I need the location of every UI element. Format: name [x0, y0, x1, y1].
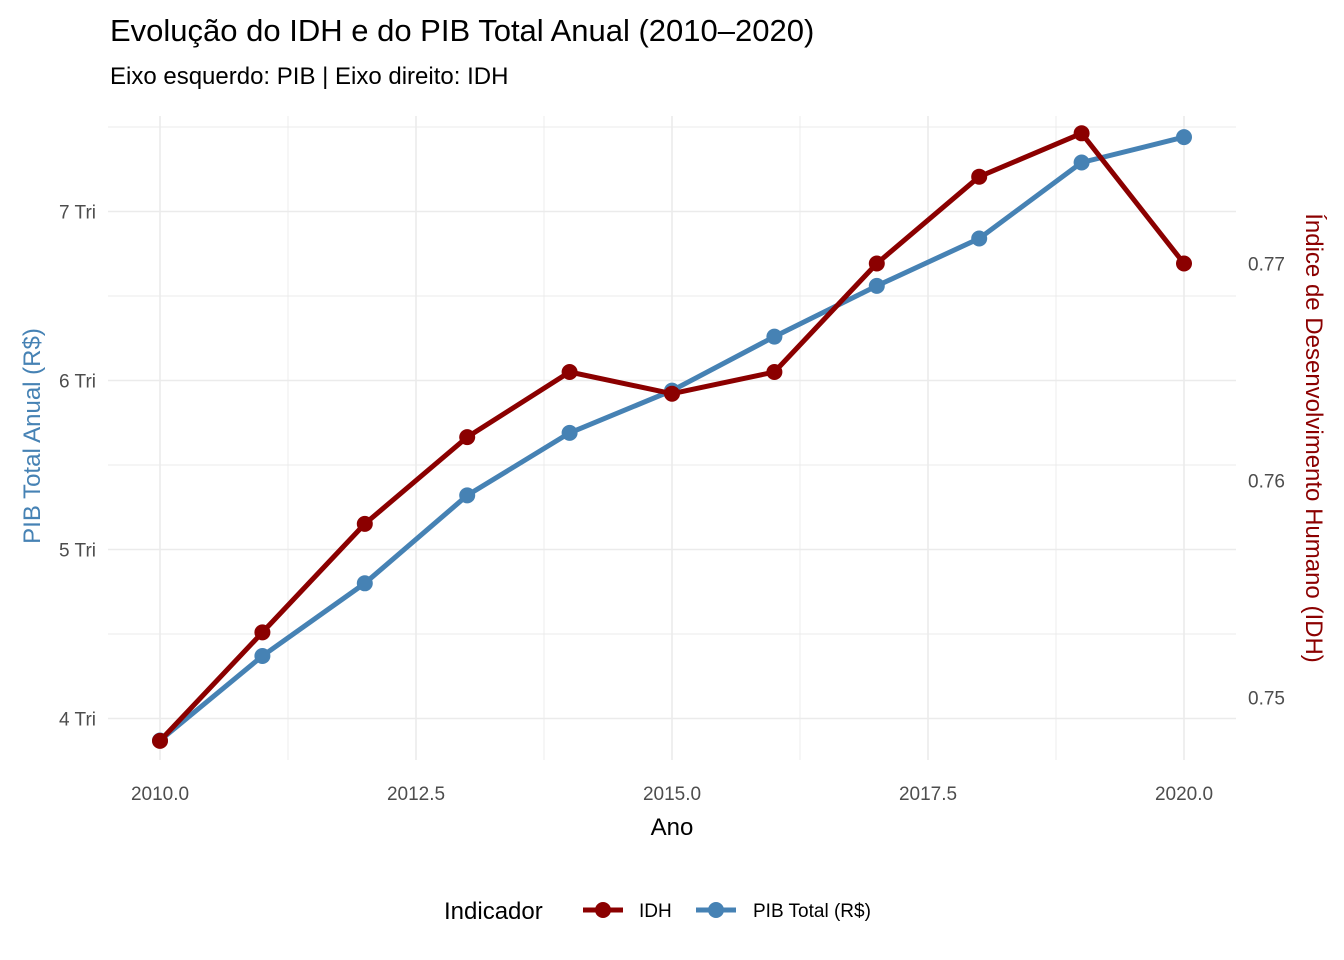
y-left-tick-label: 5 Tri [59, 541, 96, 562]
data-point-pib [868, 277, 885, 294]
legend: Indicador IDH PIB Total (R$) [444, 898, 871, 925]
x-tick-label: 2010.0 [131, 784, 189, 805]
data-point-idh [664, 385, 680, 402]
chart-subtitle: Eixo esquerdo: PIB | Eixo direito: IDH [110, 63, 508, 90]
y-right-tick-label: 0.75 [1248, 689, 1285, 710]
data-point-idh [971, 168, 988, 185]
data-point-pib [1073, 154, 1090, 171]
legend-label-idh: IDH [639, 901, 672, 922]
series-layer [152, 125, 1192, 749]
data-point-idh [1176, 255, 1192, 272]
legend-title: Indicador [444, 898, 543, 925]
y-left-tick-label: 7 Tri [59, 203, 96, 224]
data-point-idh [1073, 125, 1090, 142]
y-right-tick-label: 0.77 [1248, 255, 1285, 276]
y-left-tick-label: 4 Tri [59, 710, 96, 731]
chart-title: Evolução do IDH e do PIB Total Anual (20… [110, 13, 814, 48]
data-point-pib [766, 328, 783, 345]
data-point-pib [561, 424, 578, 441]
legend-label-pib: PIB Total (R$) [753, 901, 871, 922]
x-tick-label: 2017.5 [899, 784, 957, 805]
x-tick-label: 2012.5 [387, 784, 445, 805]
x-tick-label: 2015.0 [643, 784, 701, 805]
data-point-pib [254, 648, 271, 664]
legend-item-idh: IDH [583, 901, 672, 922]
data-point-pib [356, 575, 373, 592]
data-point-idh [254, 624, 271, 641]
series-idh [152, 125, 1192, 749]
legend-key-idh-point [595, 902, 611, 918]
data-point-idh [561, 364, 578, 380]
data-point-idh [152, 732, 168, 749]
data-point-pib [1176, 129, 1192, 146]
data-point-idh [868, 255, 885, 272]
data-point-idh [356, 515, 373, 532]
data-point-idh [459, 429, 476, 446]
data-point-pib [459, 487, 476, 504]
y-right-tick-label: 0.76 [1248, 472, 1285, 493]
data-point-pib [971, 230, 988, 247]
tick-labels: 2010.0 2012.5 2015.0 2017.5 2020.0 4 Tri 5 Tri… [59, 203, 1285, 806]
y-left-tick-label: 6 Tri [59, 372, 96, 393]
y-axis-right-title: Índice de Desenvolvimento Humano (IDH) [1300, 213, 1327, 663]
x-axis-title: Ano [651, 814, 694, 841]
grid-lines [108, 116, 1236, 760]
x-tick-label: 2020.0 [1155, 784, 1213, 805]
legend-key-pib-point [708, 902, 724, 918]
legend-item-pib: PIB Total (R$) [696, 901, 871, 922]
y-axis-left-title: PIB Total Anual (R$) [19, 328, 46, 544]
data-point-idh [766, 364, 783, 380]
